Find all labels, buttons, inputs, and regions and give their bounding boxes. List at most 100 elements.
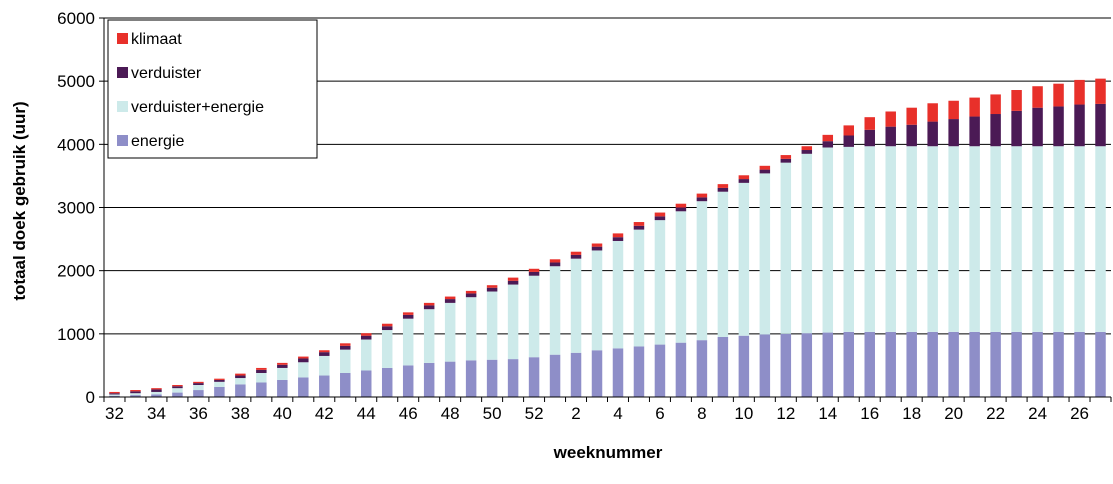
bar-verduister-energie-6	[654, 220, 666, 345]
bar-klimaat-49	[465, 290, 477, 294]
bar-energie-24	[1032, 331, 1043, 397]
bar-verduister-13	[801, 150, 813, 154]
bar-energie-41	[298, 377, 309, 397]
bar-verduister-energie-7	[675, 211, 687, 343]
bar-energie-35	[172, 392, 183, 397]
bar-verduister-20	[948, 119, 959, 147]
bar-energie-15	[843, 331, 855, 397]
x-tick-label: 44	[357, 404, 376, 423]
bar-energie-10	[738, 335, 750, 397]
bar-klimaat-19	[927, 103, 938, 122]
x-tick-label: 22	[986, 404, 1005, 423]
bar-energie-21	[969, 331, 980, 397]
bar-klimaat-9	[717, 184, 729, 188]
bar-verduister-43	[340, 345, 351, 350]
bar-verduister-12	[780, 158, 792, 163]
bar-klimaat-48	[444, 296, 456, 300]
bar-verduister-15	[843, 135, 855, 147]
bar-energie-39	[256, 382, 267, 397]
bar-energie-22	[990, 331, 1001, 397]
bar-verduister-23	[1011, 110, 1022, 147]
bar-klimaat-35	[172, 384, 183, 387]
bar-klimaat-6	[654, 212, 666, 217]
bar-verduister-energie-36	[193, 384, 204, 391]
bar-energie-18	[906, 331, 917, 397]
bar-verduister-energie-45	[381, 330, 393, 368]
bar-energie-1	[549, 354, 561, 397]
legend: klimaat verduister verduister+energie energ…	[107, 19, 318, 159]
x-tick-label: 34	[147, 404, 166, 423]
bar-energie-46	[402, 365, 414, 397]
bar-verduister-energie-16	[864, 146, 875, 332]
y-axis-title: totaal doek gebruik (uur)	[10, 101, 29, 300]
bar-verduister-energie-51	[507, 284, 519, 360]
bar-energie-48	[444, 361, 456, 397]
bar-energie-7	[675, 342, 687, 397]
bar-energie-47	[423, 362, 435, 397]
bar-verduister-energie-38	[235, 378, 246, 385]
bar-klimaat-39	[256, 367, 267, 370]
x-tick-label: 38	[231, 404, 250, 423]
bar-klimaat-33	[130, 390, 141, 392]
x-tick-label: 16	[860, 404, 879, 423]
y-tick-label: 0	[86, 388, 95, 407]
bar-klimaat-5	[633, 222, 645, 226]
bar-klimaat-41	[298, 356, 309, 359]
bar-energie-16	[864, 331, 875, 397]
bar-energie-38	[235, 384, 246, 397]
bar-verduister-energie-21	[969, 146, 980, 332]
bar-verduister-37	[214, 379, 225, 382]
bar-verduister-27	[1095, 103, 1106, 147]
bar-energie-11	[759, 334, 771, 397]
bar-klimaat-17	[885, 111, 896, 127]
bar-klimaat-42	[319, 350, 330, 353]
bar-verduister-energie-15	[843, 146, 855, 332]
bar-energie-51	[507, 359, 519, 397]
bar-verduister-47	[423, 305, 435, 310]
bar-verduister-energie-43	[340, 349, 351, 373]
bar-klimaat-1	[549, 259, 561, 263]
bar-energie-23	[1011, 331, 1022, 397]
bar-verduister-6	[654, 216, 666, 221]
y-tick-label: 1000	[57, 325, 95, 344]
bar-verduister-17	[885, 126, 896, 147]
bar-klimaat-45	[381, 323, 393, 327]
bar-verduister-2	[570, 254, 582, 259]
bar-energie-34	[151, 394, 162, 397]
bar-klimaat-22	[990, 94, 1001, 115]
bar-verduister-energie-49	[465, 297, 477, 361]
bar-verduister-energie-27	[1095, 146, 1106, 332]
x-tick-label: 14	[818, 404, 837, 423]
bar-klimaat-8	[696, 193, 708, 198]
bar-klimaat-32	[109, 391, 120, 394]
bar-verduister-21	[969, 116, 980, 147]
bar-energie-49	[465, 360, 477, 397]
bars	[109, 78, 1106, 397]
bar-klimaat-18	[906, 107, 917, 125]
legend-label: verduister	[131, 65, 202, 82]
bar-verduister-49	[465, 293, 477, 298]
bar-energie-12	[780, 333, 792, 397]
bar-verduister-50	[486, 287, 498, 292]
bar-energie-6	[654, 344, 666, 397]
bar-verduister-energie-46	[402, 318, 414, 366]
bar-energie-44	[360, 370, 372, 397]
bar-verduister-24	[1032, 107, 1043, 147]
bar-verduister-energie-2	[570, 258, 582, 353]
bar-verduister-14	[822, 141, 834, 148]
bar-verduister-energie-24	[1032, 146, 1043, 332]
bar-verduister-9	[717, 187, 729, 192]
bar-energie-3	[591, 350, 603, 397]
bar-klimaat-51	[507, 277, 519, 281]
bar-energie-9	[717, 336, 729, 397]
x-tick-label: 20	[944, 404, 963, 423]
legend-label: energie	[131, 133, 184, 150]
legend-swatch	[117, 33, 128, 44]
bar-klimaat-40	[277, 362, 288, 365]
bar-klimaat-37	[214, 378, 225, 380]
bar-verduister-energie-9	[717, 191, 729, 337]
legend-label: klimaat	[131, 31, 182, 48]
legend-box	[107, 19, 318, 159]
bar-klimaat-47	[423, 302, 435, 306]
